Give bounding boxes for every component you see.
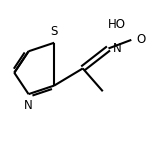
Text: N: N <box>24 99 33 112</box>
Text: O: O <box>136 33 145 46</box>
Text: S: S <box>51 25 58 38</box>
Text: HO: HO <box>108 18 126 31</box>
Text: N: N <box>113 42 122 55</box>
